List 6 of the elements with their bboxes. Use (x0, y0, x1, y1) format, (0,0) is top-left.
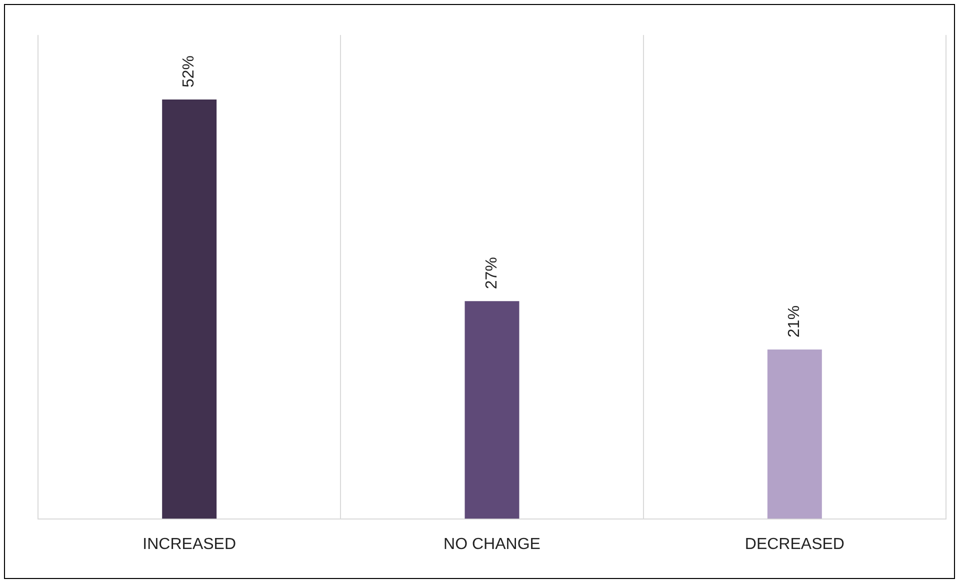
data-label: 21% (786, 305, 804, 338)
data-label: 52% (180, 55, 198, 88)
x-tick-label: INCREASED (142, 536, 236, 553)
data-label: 27% (483, 257, 500, 290)
x-tick-label: NO CHANGE (444, 536, 540, 553)
x-tick-label: DECREASED (744, 536, 844, 553)
